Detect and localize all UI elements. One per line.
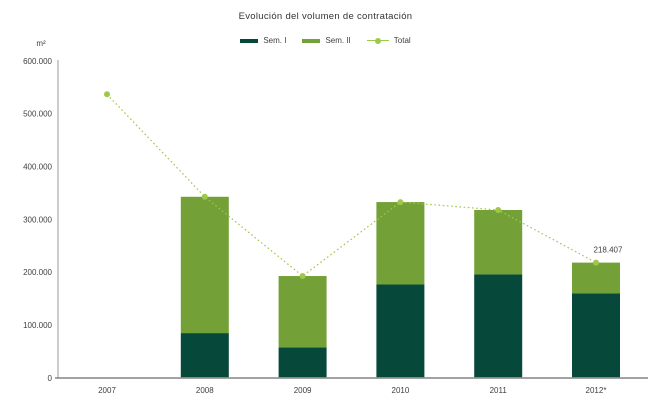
total-marker-sample bbox=[374, 37, 381, 44]
y-axis-unit-label: m² bbox=[36, 39, 46, 48]
y-tick-label: 0 bbox=[48, 374, 53, 383]
legend-label-sem2: Sem. II bbox=[325, 36, 351, 45]
total-marker-2011 bbox=[495, 206, 502, 213]
total-value-label: 218.407 bbox=[594, 246, 623, 255]
y-tick-label: 600.000 bbox=[23, 57, 52, 66]
bar-sem1-2008 bbox=[180, 333, 229, 378]
total-line-swatch-icon bbox=[366, 37, 389, 44]
legend-item-sem1: Sem. I bbox=[240, 36, 286, 45]
x-axis-label-2012*: 2012* bbox=[586, 386, 607, 395]
x-axis-label-2011: 2011 bbox=[490, 386, 508, 395]
legend-item-sem2: Sem. II bbox=[302, 36, 351, 45]
legend-label-total: Total bbox=[393, 36, 411, 45]
legend-item-total: Total bbox=[366, 36, 411, 45]
bar-sem2-2011 bbox=[474, 209, 523, 275]
y-tick-label: 500.000 bbox=[23, 110, 52, 119]
bar-sem1-2009 bbox=[278, 347, 327, 378]
total-marker-2009 bbox=[299, 273, 306, 280]
bar-sem2-2012* bbox=[572, 262, 620, 294]
total-marker-2012* bbox=[593, 259, 599, 266]
x-axis-label-2007: 2007 bbox=[98, 386, 116, 395]
y-tick-label: 300.000 bbox=[23, 215, 52, 224]
bar-sem2-2010 bbox=[376, 202, 425, 285]
sem2-swatch-icon bbox=[302, 38, 321, 43]
chart-title: Evolución del volumen de contratación bbox=[238, 11, 413, 22]
bar-sem2-2009 bbox=[278, 276, 327, 348]
bar-sem2-2008 bbox=[180, 196, 229, 334]
y-tick-label: 100.000 bbox=[23, 321, 52, 330]
chart-legend: Sem. I Sem. II Total bbox=[0, 36, 651, 45]
x-axis-label-2008: 2008 bbox=[196, 386, 214, 395]
total-marker-2007 bbox=[104, 91, 110, 98]
x-axis-label-2010: 2010 bbox=[392, 386, 410, 395]
bar-sem1-2011 bbox=[474, 274, 523, 378]
y-tick-label: 200.000 bbox=[23, 268, 52, 277]
total-marker-2010 bbox=[397, 199, 404, 206]
bar-sem1-2012* bbox=[572, 293, 620, 378]
y-tick-label: 400.000 bbox=[23, 162, 52, 171]
bar-sem1-2010 bbox=[376, 284, 425, 378]
total-marker-2008 bbox=[201, 193, 208, 200]
sem1-swatch-icon bbox=[240, 38, 259, 43]
x-axis-label-2009: 2009 bbox=[294, 386, 312, 395]
legend-label-sem1: Sem. I bbox=[263, 36, 287, 45]
total-line bbox=[106, 93, 597, 277]
